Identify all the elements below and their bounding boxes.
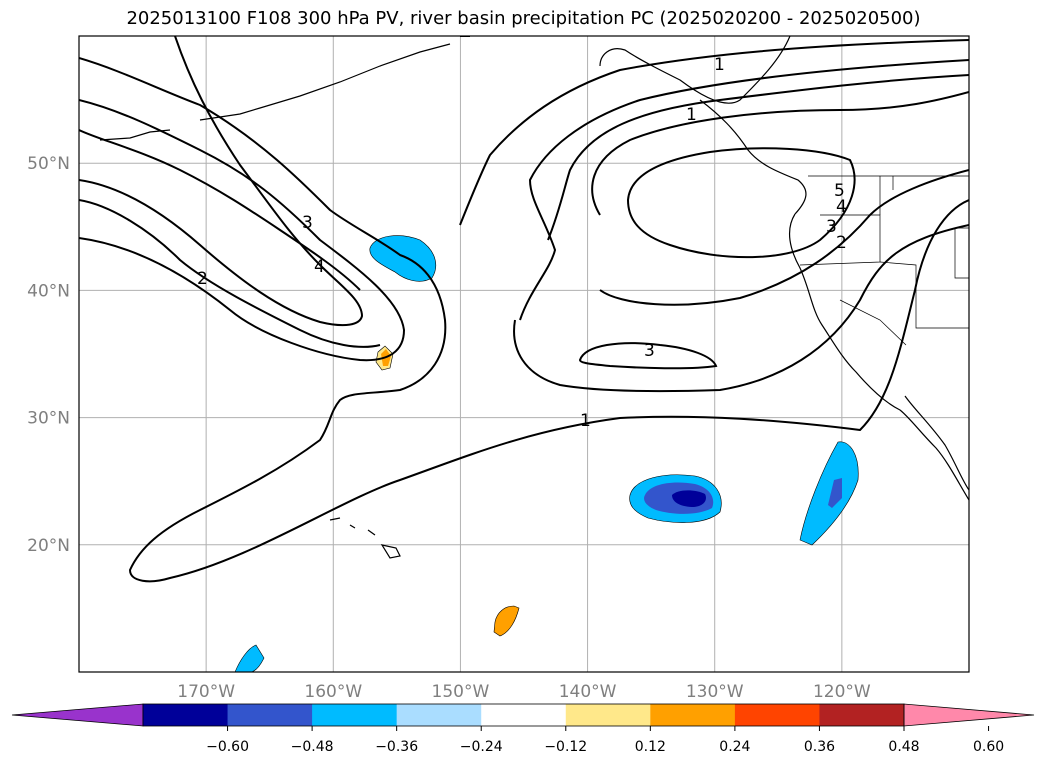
lat-tick-label: 40°N	[27, 281, 70, 301]
gridlines	[79, 36, 969, 672]
colorbar-tick-label: 0.36	[804, 739, 835, 755]
pv-contour-label: 1	[580, 411, 591, 431]
colorbar-swatch	[819, 704, 905, 726]
pv-contours	[79, 36, 969, 583]
precip-patch-north	[369, 235, 436, 282]
pv-contour-labels: 1 2 3 4 5 1 2 3 4 3 1	[197, 55, 847, 431]
precip-patch-south	[493, 605, 520, 637]
colorbar-swatch	[143, 704, 229, 726]
lat-tick-label: 50°N	[27, 154, 70, 174]
colorbar	[11, 703, 1035, 727]
colorbar-tick-label: 0.48	[888, 739, 919, 755]
pv-contour-label: 3	[302, 213, 313, 233]
colorbar-tick-label: 0.24	[719, 739, 750, 755]
map-frame	[78, 35, 970, 673]
lat-tick-label: 20°N	[27, 536, 70, 556]
precip-patch-central-core	[672, 490, 706, 507]
colorbar-swatch	[312, 704, 398, 726]
lat-tick-label: 30°N	[27, 409, 70, 429]
precip-shading	[234, 235, 859, 672]
colorbar-tick-label: −0.24	[460, 739, 503, 755]
colorbar-extend-high	[903, 703, 1035, 727]
longitude-labels: 170°W 160°W 150°W 140°W 130°W 120°W	[177, 682, 871, 702]
colorbar-swatch	[396, 704, 482, 726]
colorbar-swatch	[734, 704, 820, 726]
lon-tick-label: 160°W	[304, 682, 362, 702]
colorbar-swatch	[227, 704, 313, 726]
pv-contour-label: 4	[314, 257, 325, 277]
colorbar-tick-label: 0.12	[635, 739, 666, 755]
precip-patch-east-core	[828, 478, 842, 508]
lon-tick-label: 140°W	[559, 682, 617, 702]
borders	[799, 175, 969, 346]
pv-contour-label: 5	[834, 181, 845, 201]
colorbar-tick-label: −0.36	[375, 739, 418, 755]
pv-contour-label: 2	[197, 269, 208, 289]
colorbar-tick-label: −0.60	[206, 739, 249, 755]
lon-tick-label: 120°W	[813, 682, 871, 702]
precip-patch-corner	[234, 644, 265, 672]
pv-contour-label: 1	[686, 105, 697, 125]
pv-contour-label: 2	[836, 233, 847, 253]
map-area: 1 2 3 4 5 1 2 3 4 3 1	[79, 36, 969, 672]
precip-patch-east	[799, 441, 859, 546]
pv-contour-label: 4	[836, 197, 847, 217]
colorbar-swatch	[650, 704, 736, 726]
pv-contour-label: 3	[644, 341, 655, 361]
lon-tick-label: 170°W	[177, 682, 235, 702]
colorbar-swatch	[565, 704, 651, 726]
colorbar-swatch	[481, 704, 567, 726]
colorbar-outline	[142, 703, 905, 727]
colorbar-tick-label: −0.12	[544, 739, 587, 755]
lon-tick-label: 150°W	[432, 682, 490, 702]
lon-tick-label: 130°W	[686, 682, 744, 702]
pv-contour-label: 1	[714, 55, 725, 75]
colorbar-tick-label: 0.60	[973, 739, 1004, 755]
colorbar-extend-low	[11, 703, 144, 727]
colorbar-ticks: −0.60 −0.48 −0.36 −0.24 −0.12 0.12 0.24 0.36 0.4…	[206, 726, 1004, 755]
latitude-labels: 20°N 30°N 40°N 50°N	[27, 154, 70, 556]
colorbar-tick-label: −0.48	[291, 739, 334, 755]
map-title: 2025013100 F108 300 hPa PV, river basin …	[126, 8, 921, 29]
pv-contour-label: 3	[826, 217, 837, 237]
